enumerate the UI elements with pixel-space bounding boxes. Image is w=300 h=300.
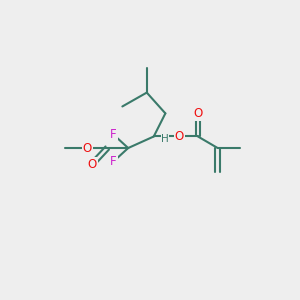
Text: O: O — [193, 107, 203, 120]
Text: O: O — [83, 142, 92, 154]
Text: F: F — [110, 155, 116, 168]
Text: O: O — [88, 158, 97, 171]
Text: H: H — [161, 134, 169, 145]
Text: F: F — [110, 128, 116, 141]
Text: O: O — [175, 130, 184, 143]
